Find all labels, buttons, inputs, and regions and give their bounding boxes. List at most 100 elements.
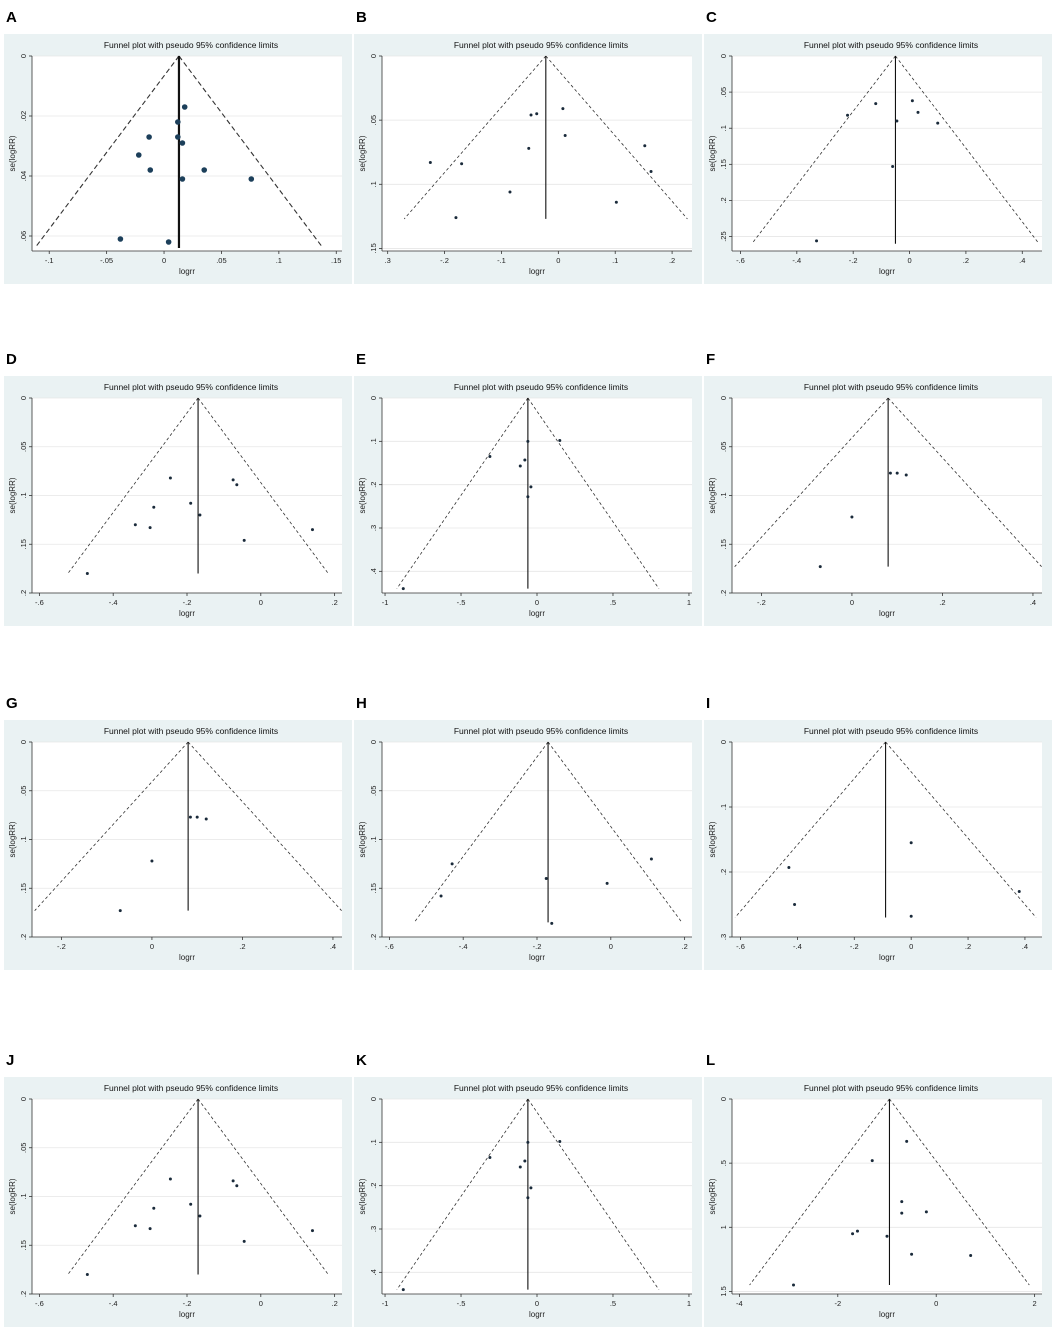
study-point (900, 1200, 904, 1204)
study-point (936, 121, 940, 125)
funnel-panel-i: I Funnel plot with pseudo 95% confidence … (704, 695, 1052, 970)
study-point (846, 113, 850, 117)
x-tick-label: -.2 (533, 942, 542, 951)
funnel-panel-e: E Funnel plot with pseudo 95% confidence … (354, 351, 702, 626)
chart-title: Funnel plot with pseudo 95% confidence l… (104, 382, 278, 392)
study-point (508, 190, 512, 194)
study-point (401, 587, 405, 591)
y-tick-label: .2 (19, 590, 28, 596)
study-point (561, 107, 565, 111)
study-point (85, 572, 89, 575)
study-point (895, 471, 899, 475)
x-tick-label: -.4 (109, 598, 118, 607)
y-tick-label: 0 (369, 1097, 378, 1101)
lower-confidence-limit (734, 741, 886, 918)
study-point (198, 1214, 202, 1218)
study-point (175, 134, 181, 140)
chart-title: Funnel plot with pseudo 95% confidence l… (804, 726, 978, 736)
y-axis-label: se(logRR) (708, 1178, 717, 1214)
plot-area (32, 56, 342, 251)
x-tick-label: -.5 (457, 1299, 466, 1308)
chart-title: Funnel plot with pseudo 95% confidence l… (454, 1083, 628, 1093)
study-point (885, 1234, 889, 1238)
study-point (201, 167, 208, 173)
upper-confidence-limit (527, 1098, 660, 1290)
study-point (527, 146, 531, 150)
study-point (870, 1159, 874, 1163)
study-point (529, 113, 533, 117)
x-tick-label: .2 (939, 598, 945, 607)
y-tick-label: .15 (369, 243, 378, 253)
x-tick-label: .4 (1022, 942, 1028, 951)
funnel-panel-h: H Funnel plot with pseudo 95% confidence … (354, 695, 702, 970)
study-point (133, 1224, 137, 1228)
x-tick-label: .5 (610, 598, 616, 607)
x-tick-label: .2 (331, 598, 337, 607)
study-point (460, 162, 464, 166)
study-point (204, 817, 208, 821)
study-point (614, 200, 618, 204)
y-tick-label: .2 (19, 1291, 28, 1297)
x-tick-label: 1 (687, 598, 691, 607)
lower-confidence-limit (34, 55, 180, 249)
upper-confidence-limit (547, 741, 683, 923)
y-tick-label: 0 (19, 1097, 28, 1101)
y-tick-label: 0 (19, 396, 28, 400)
study-point (310, 1229, 314, 1233)
x-tick-label: .4 (1030, 598, 1036, 607)
x-tick-label: 0 (535, 1299, 539, 1308)
y-tick-label: .15 (369, 883, 378, 893)
study-point (179, 176, 186, 182)
y-axis-label: se(logRR) (708, 821, 717, 857)
upper-confidence-limit (197, 1098, 329, 1275)
study-point (526, 1196, 530, 1200)
study-point (148, 526, 152, 530)
study-point (248, 176, 255, 182)
x-tick-label: .05 (216, 256, 226, 265)
chart-title: Funnel plot with pseudo 95% confidence l… (454, 40, 628, 50)
upper-confidence-limit (527, 397, 660, 589)
y-axis-label: se(logRR) (358, 821, 367, 857)
study-point (168, 476, 172, 480)
x-axis-label: logrr (879, 609, 895, 618)
y-axis-label: se(logRR) (708, 135, 717, 171)
x-tick-label: -.6 (385, 942, 394, 951)
plot-area (382, 56, 692, 251)
x-tick-label: -.2 (757, 598, 766, 607)
y-tick-label: .05 (369, 786, 378, 796)
study-point (518, 464, 522, 468)
x-tick-label: -.1 (497, 256, 506, 265)
chart-title: Funnel plot with pseudo 95% confidence l… (104, 726, 278, 736)
y-tick-label: .2 (19, 934, 28, 940)
study-point (195, 815, 199, 819)
x-tick-label: .2 (963, 256, 969, 265)
lower-confidence-limit (751, 55, 896, 245)
y-tick-label: 0 (719, 396, 728, 400)
study-point (117, 236, 124, 242)
study-point (787, 865, 791, 869)
x-tick-label: -2 (834, 1299, 841, 1308)
upper-confidence-limit (545, 55, 688, 220)
x-tick-label: 0 (162, 256, 166, 265)
study-point (488, 1156, 492, 1159)
study-point (135, 152, 142, 158)
x-tick-label: -.2 (183, 598, 192, 607)
funnel-panel-k: K Funnel plot with pseudo 95% confidence … (354, 1052, 702, 1327)
y-tick-label: .3 (369, 1226, 378, 1232)
funnel-panel-d: D Funnel plot with pseudo 95% confidence … (4, 351, 352, 626)
y-tick-label: .2 (719, 197, 728, 203)
y-tick-label: .1 (19, 836, 28, 842)
x-tick-label: -.2 (440, 256, 449, 265)
study-point (891, 165, 895, 168)
y-axis-label: se(logRR) (8, 1178, 17, 1214)
study-point (242, 538, 246, 542)
y-tick-label: 0 (369, 396, 378, 400)
x-tick-label: .1 (612, 256, 618, 265)
x-tick-label: 0 (609, 942, 613, 951)
funnel-panel-c: C Funnel plot with pseudo 95% confidence … (704, 9, 1052, 284)
y-tick-label: .05 (719, 442, 728, 452)
upper-confidence-limit (197, 397, 329, 574)
study-point (310, 528, 314, 532)
study-point (428, 160, 432, 164)
y-tick-label: .05 (19, 442, 28, 452)
